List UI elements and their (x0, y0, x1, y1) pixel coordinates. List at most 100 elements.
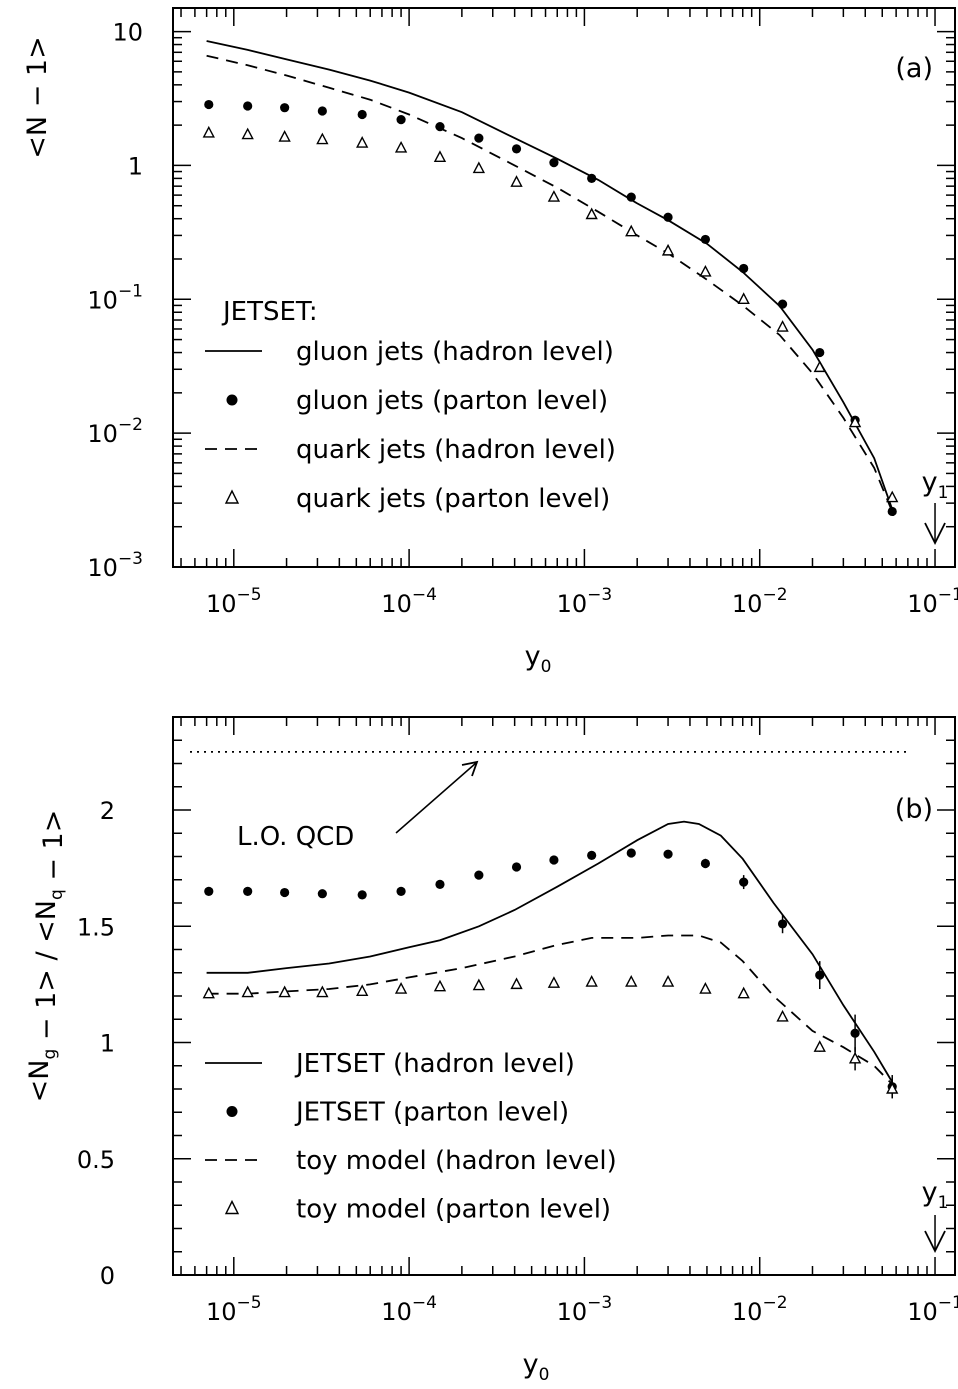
point-quark_parton (241, 127, 254, 140)
point-gluon_parton (317, 106, 327, 116)
legend-label: JETSET (hadron level) (294, 1049, 575, 1079)
point-jetset_parton (317, 889, 327, 899)
lo-qcd-arrow-shaft (395, 762, 477, 834)
panel-a: 10−5 10−4 10−3 10−2 10−110110−110−210−3y0<N … (22, 7, 958, 677)
legend-swatch-dot (226, 1106, 238, 1117)
point-toy_parton (886, 1081, 899, 1094)
point-quark_parton (699, 264, 712, 277)
point-quark_parton (547, 190, 561, 202)
curve-toy_hadron (206, 934, 893, 1085)
y-tick-label: 10 (112, 19, 143, 47)
curve-jetset_hadron (206, 820, 893, 1083)
point-quark_parton (202, 125, 215, 138)
lo-qcd-annotation: L.O. QCD (190, 750, 908, 852)
point-quark_parton (433, 150, 447, 163)
legend-label: toy model (parton level) (296, 1195, 611, 1225)
point-gluon_parton (739, 263, 749, 274)
legend: JETSET: gluon jets (hadron level) gluon je… (205, 297, 616, 514)
x-tick-label: 10−2 (732, 585, 788, 618)
y1-arrow-label: y1 (922, 1177, 949, 1213)
legend-label: gluon jets (hadron level) (296, 337, 614, 367)
panel-tag: (b) (895, 794, 933, 825)
point-gluon_parton (243, 101, 253, 111)
point-gluon_parton (549, 157, 559, 168)
x-tick-label: 10−4 (381, 1293, 437, 1326)
point-toy_parton (510, 977, 523, 990)
point-toy_parton (737, 986, 750, 999)
x-tick-label: 10−2 (732, 1293, 788, 1326)
y1-arrow-label: y1 (922, 467, 949, 503)
y-axis-label: <N − 1> (22, 36, 53, 158)
curve-gluon_hadron (206, 40, 894, 510)
x-tick-label: 10−1 (907, 585, 958, 618)
series-quark_hadron (206, 54, 894, 512)
point-jetset_parton (474, 870, 484, 880)
point-gluon_parton (777, 299, 788, 309)
point-quark_parton (776, 320, 789, 332)
curve-quark_hadron (206, 54, 894, 512)
point-toy_parton (278, 985, 291, 998)
plot-frame (172, 7, 956, 568)
series-quark_parton (202, 125, 899, 503)
point-toy_parton (394, 982, 408, 994)
legend-label: quark jets (hadron level) (296, 435, 616, 465)
point-jetset_parton (626, 848, 636, 858)
x-tick-label: 10−5 (206, 585, 262, 618)
point-gluon_parton (663, 212, 673, 222)
point-gluon_parton (511, 144, 522, 154)
point-toy_parton (472, 978, 486, 991)
point-jetset_parton (850, 1028, 860, 1038)
point-quark_parton (661, 243, 675, 256)
point-toy_parton (699, 982, 712, 994)
point-quark_parton (848, 415, 862, 428)
x-axis-label: y0 (523, 1349, 550, 1385)
point-toy_parton (433, 979, 447, 992)
point-toy_parton (625, 975, 638, 987)
point-toy_parton (848, 1051, 862, 1064)
x-tick-label: 10−3 (557, 585, 613, 618)
y-tick-label: 0.5 (77, 1146, 115, 1174)
y1-arrow-head (924, 522, 946, 546)
panel-b: 10−5 10−4 10−3 10−2 10−1 2 1.5 1 0.5 0 y0 <Ng − 1> … (24, 716, 958, 1385)
y-tick-label: 1 (100, 1030, 115, 1058)
point-toy_parton (547, 976, 561, 988)
y-axis-label: <Ng − 1> / <Nq − 1> (24, 810, 69, 1103)
point-jetset_parton (663, 849, 673, 859)
y-axis: 10 1 10−1 10−2 10−3 (87, 19, 955, 582)
point-gluon_parton (280, 103, 290, 113)
y-tick-label: 10−1 (87, 281, 143, 314)
x-axis-label: y0 (525, 641, 552, 677)
point-jetset_parton (511, 862, 522, 872)
point-jetset_parton (549, 855, 559, 865)
point-toy_parton (776, 1009, 789, 1022)
point-gluon_parton (435, 122, 445, 132)
point-quark_parton (737, 292, 750, 304)
point-gluon_parton (396, 114, 406, 125)
legend-swatch-triangle (224, 1199, 240, 1215)
x-tick-label: 10−4 (381, 585, 437, 618)
point-quark_parton (472, 161, 486, 174)
legend-label: JETSET (parton level) (294, 1098, 569, 1128)
point-toy_parton (661, 975, 675, 987)
x-tick-label: 10−5 (206, 1293, 262, 1326)
point-jetset_parton (700, 858, 711, 869)
point-toy_parton (813, 1040, 826, 1052)
point-quark_parton (886, 490, 899, 503)
x-tick-label: 10−1 (907, 1293, 958, 1326)
y-tick-label: 0 (100, 1262, 115, 1290)
point-gluon_parton (700, 234, 711, 245)
y-tick-label: 10−2 (87, 415, 143, 448)
point-jetset_parton (587, 850, 597, 860)
lo-qcd-arrow-head (461, 760, 479, 777)
x-axis: 10−5 10−4 10−3 10−2 10−1 (180, 717, 958, 1326)
point-gluon_parton (815, 347, 825, 358)
point-jetset_parton (739, 877, 749, 887)
series-jetset_hadron (206, 820, 893, 1083)
point-gluon_parton (204, 99, 214, 110)
point-jetset_parton (815, 970, 825, 980)
point-jetset_parton (204, 886, 214, 896)
point-jetset_parton (777, 919, 788, 929)
legend-title: JETSET: (221, 297, 318, 327)
point-jetset_parton (243, 886, 253, 896)
legend: JETSET (hadron level) JETSET (parton leve… (205, 1049, 617, 1225)
